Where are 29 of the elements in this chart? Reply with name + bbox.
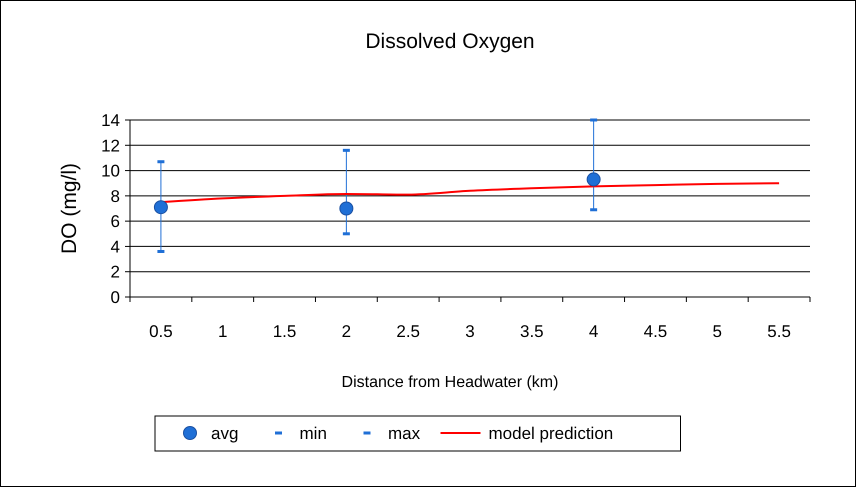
y-tick-label: 0 [110,288,120,307]
y-tick-label: 12 [101,136,120,156]
y-tick-label: 14 [101,111,120,130]
legend-label: model prediction [488,424,614,443]
x-tick-label: 3.5 [520,322,544,341]
x-tick-label: 5 [712,322,722,341]
x-tick-label: 5.5 [767,322,791,341]
x-tick-label: 1.5 [272,322,296,341]
y-axis-title: DO (mg/l) [58,163,81,254]
x-tick-label: 4 [588,322,598,341]
x-tick-label: 2.5 [396,322,420,341]
y-tick-label: 6 [110,212,120,232]
point [586,172,601,186]
legend-label: avg [211,424,238,443]
x-tick-label: 0.5 [149,322,173,341]
y-tick-label: 10 [101,162,120,181]
chart-title: Dissolved Oxygen [365,30,535,53]
x-tick-label: 2 [342,322,352,341]
y-tick-label: 4 [110,237,120,256]
point [339,202,354,216]
legend-label: min [300,424,327,443]
point [154,200,168,214]
y-tick-label: 2 [110,262,120,282]
y-tick-label: 8 [110,186,120,206]
legend-label: max [388,424,421,443]
x-axis-title: Distance from Headwater (km) [342,374,558,391]
x-tick-label: 3 [465,322,475,341]
x-tick-label: 4.5 [644,322,668,341]
x-tick-label: 1 [218,322,228,341]
